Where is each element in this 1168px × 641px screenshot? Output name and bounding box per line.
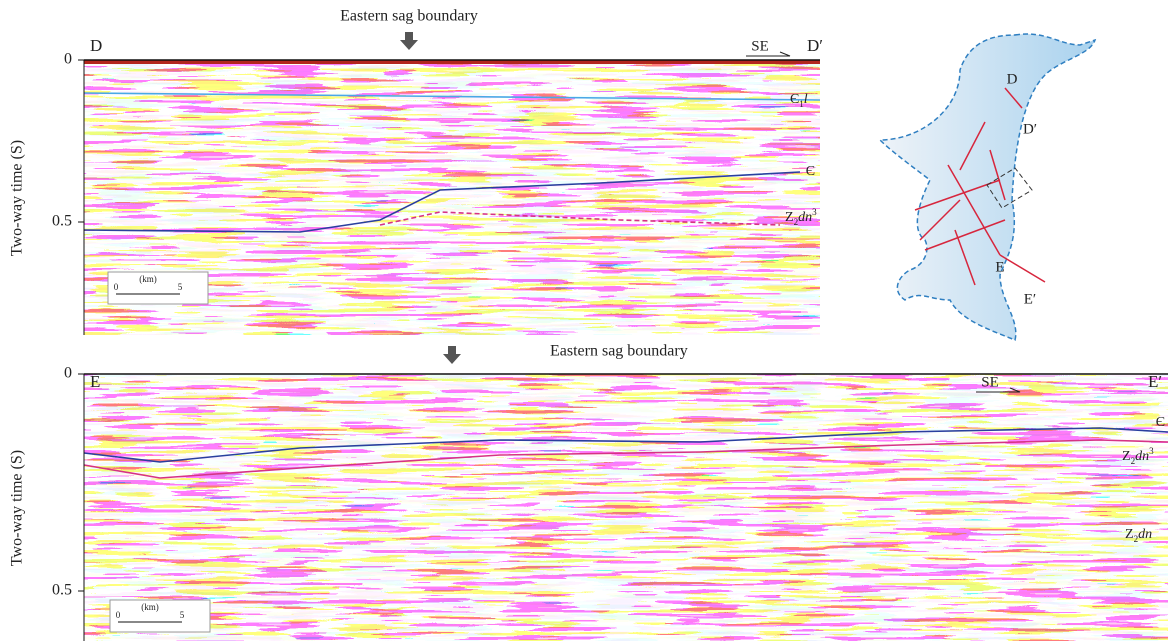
figure: 0 0.5 Two-way time (S) D D′ SE Eastern sag bou… [0,0,1168,641]
map-label: E′ [1024,291,1036,307]
horizon-part: Z [1122,449,1131,464]
horizon-part: Є [790,92,799,107]
scale-end: 5 [178,282,183,292]
direction: SE [751,38,769,54]
y-tick-label: 0.5 [52,213,72,230]
profile-start: D [90,36,102,55]
horizon-part: dn [1135,449,1149,464]
map-label: D [1007,71,1018,87]
scale-unit: (km) [141,602,159,612]
boundary-arrow [443,346,461,364]
y-axis-label: Two-way time (S) [9,450,26,566]
direction: SE [981,374,999,390]
horizon-part: dn [798,210,812,225]
y-tick-label: 0 [64,51,72,68]
horizon-label: Є [806,164,815,179]
y-tick-label: 0 [64,365,72,382]
profile-end: E′ [1148,372,1162,391]
y-axis-label: Two-way time (S) [9,140,26,256]
horizon-part: 3 [1149,446,1154,456]
scale-unit: (km) [139,274,157,284]
boundary-label: Eastern sag boundary [340,8,478,25]
section-line [1000,255,1045,282]
boundary-arrow [400,32,418,50]
scale-start: 0 [116,610,121,620]
horizon-part: Є [1156,415,1165,430]
horizon-label: Є1l [790,92,808,109]
scale-end: 5 [180,610,185,620]
profile-end: D′ [807,36,823,55]
horizon-part: Є [806,164,815,179]
profile-start: E [90,372,100,391]
basin-outline [880,34,1095,340]
horizon-part: 3 [812,207,817,217]
horizon-part: Z [1125,527,1134,542]
map-label: D′ [1023,121,1037,137]
map-label: E [995,259,1004,275]
horizon-part: l [804,92,808,107]
horizon-part: Z [785,210,794,225]
boundary-label: Eastern sag boundary [550,343,688,360]
scale-start: 0 [114,282,119,292]
y-tick-label: 0.5 [52,582,72,599]
horizon-label: Z2dn [1125,527,1152,544]
horizon-part: dn [1138,527,1152,542]
seismic-section [84,374,1168,641]
scale-box [108,272,208,304]
scale-box [110,600,210,632]
horizon-label: Є [1156,415,1165,430]
